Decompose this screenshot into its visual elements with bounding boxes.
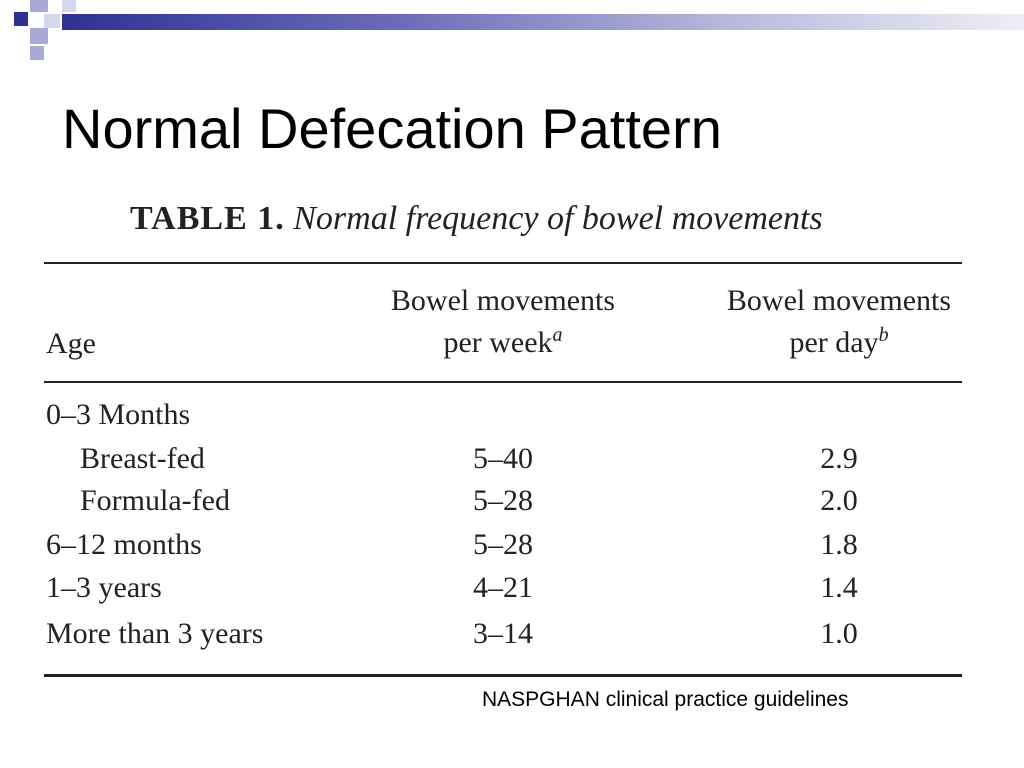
header-per-day-line2: per dayb xyxy=(716,322,962,364)
cell-age: 6–12 months xyxy=(46,528,202,561)
cell-per-week: 4–21 xyxy=(473,571,533,604)
header-per-day-text: per day xyxy=(789,326,879,359)
header-per-week: Bowel movements per weeka xyxy=(380,280,626,364)
table-bottom-rule xyxy=(44,674,962,677)
table-row: Formula-fed 5–28 2.0 xyxy=(44,479,962,523)
source-citation: NASPGHAN clinical practice guidelines xyxy=(482,688,849,711)
table-top-rule xyxy=(44,262,962,264)
cell-per-day: 2.9 xyxy=(820,442,858,475)
header-per-day-line1: Bowel movements xyxy=(726,284,952,317)
cell-age: Breast-fed xyxy=(80,442,205,475)
table-header-rule xyxy=(44,381,962,383)
cell-per-day: 1.8 xyxy=(820,528,858,561)
header-gradient-bar xyxy=(62,14,1024,30)
footnote-a: a xyxy=(552,324,563,346)
table-row: 6–12 months 5–28 1.8 xyxy=(44,523,962,567)
decor-square xyxy=(14,12,28,26)
header-per-week-line1: Bowel movements xyxy=(390,284,616,317)
table-caption-number: TABLE 1. xyxy=(130,200,285,237)
slide-title: Normal Defecation Pattern xyxy=(62,97,722,160)
table-row: More than 3 years 3–14 1.0 xyxy=(44,612,962,656)
cell-per-week: 3–14 xyxy=(473,617,533,650)
cell-age: 1–3 years xyxy=(46,571,162,604)
table-caption: TABLE 1. Normal frequency of bowel movem… xyxy=(130,200,823,238)
header-per-week-line2: per weeka xyxy=(380,322,626,364)
slide-header-decoration xyxy=(0,0,1024,70)
cell-age: More than 3 years xyxy=(46,617,264,650)
decor-square xyxy=(30,28,48,44)
decor-square xyxy=(44,14,60,28)
header-per-week-text: per week xyxy=(443,326,553,359)
cell-per-day: 1.0 xyxy=(820,617,858,650)
cell-per-week: 5–28 xyxy=(473,484,533,517)
table-row: 1–3 years 4–21 1.4 xyxy=(44,566,962,610)
decor-square xyxy=(30,46,44,60)
cell-per-week: 5–28 xyxy=(473,528,533,561)
cell-per-day: 1.4 xyxy=(820,571,858,604)
footnote-b: b xyxy=(878,324,889,346)
cell-age: 0–3 Months xyxy=(46,398,191,431)
cell-per-day: 2.0 xyxy=(820,484,858,517)
table-caption-text: Normal frequency of bowel movements xyxy=(293,200,823,237)
table-row: Breast-fed 5–40 2.9 xyxy=(44,437,962,481)
table-row: 0–3 Months xyxy=(44,393,962,437)
header-per-day: Bowel movements per dayb xyxy=(716,280,962,364)
cell-age: Formula-fed xyxy=(80,484,230,517)
header-age: Age xyxy=(46,327,96,360)
decor-square xyxy=(30,0,48,12)
decor-square xyxy=(62,0,76,12)
cell-per-week: 5–40 xyxy=(473,442,533,475)
